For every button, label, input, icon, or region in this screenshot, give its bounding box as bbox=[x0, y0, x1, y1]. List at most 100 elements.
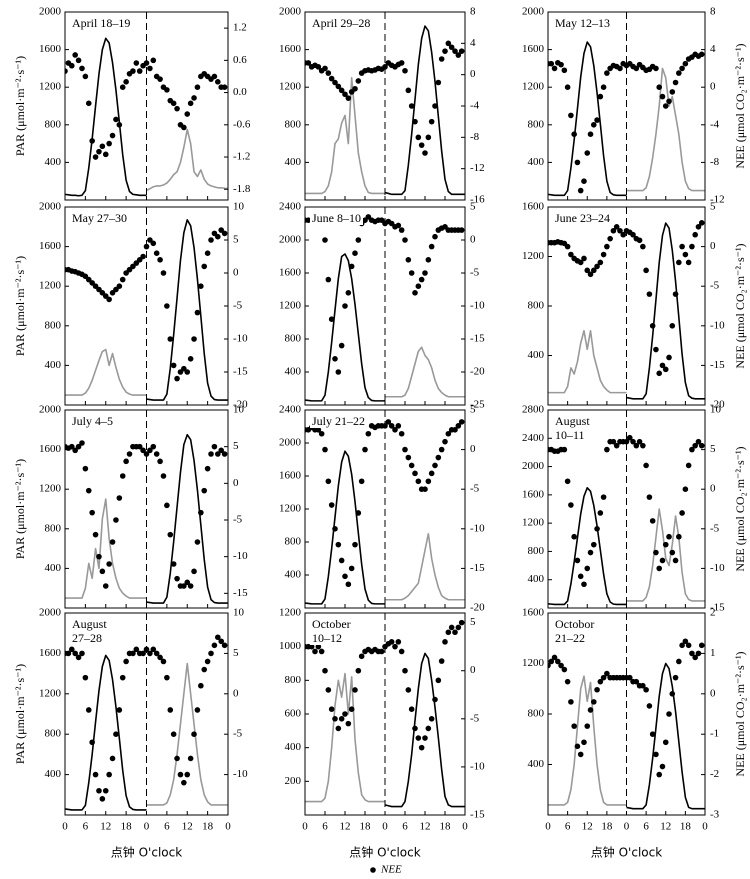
nee-point bbox=[355, 237, 362, 243]
nee-point bbox=[322, 237, 328, 243]
nee-point bbox=[348, 263, 355, 270]
nee-point bbox=[82, 674, 89, 681]
y2-tick-label: -5 bbox=[470, 712, 480, 724]
nee-point bbox=[613, 442, 620, 449]
nee-point bbox=[198, 509, 204, 516]
y-tick-label: 2000 bbox=[39, 404, 62, 416]
nee-point bbox=[415, 283, 422, 290]
nee-point bbox=[564, 478, 571, 485]
nee-point bbox=[626, 674, 633, 681]
panel-title: June 8–10 bbox=[310, 211, 363, 225]
nee-point bbox=[335, 83, 342, 90]
nee-point bbox=[345, 290, 352, 296]
nee-point bbox=[594, 686, 600, 693]
y-tick-label: 400 bbox=[45, 768, 62, 780]
panel-title: May 27–30 bbox=[70, 211, 129, 225]
panel: 400 800 1200 1600 2000 2400 2800 -15 -10 -5 0 5 10 NE… bbox=[522, 404, 747, 614]
nee-point bbox=[75, 654, 82, 661]
nee-point bbox=[218, 638, 225, 645]
nee-point bbox=[422, 486, 428, 493]
x-tick-label: 12 bbox=[582, 821, 593, 833]
x-tick-label: 6 bbox=[164, 821, 170, 833]
nee-point bbox=[116, 122, 123, 128]
nee-point bbox=[402, 67, 408, 74]
nee-point bbox=[89, 739, 95, 746]
nee-point bbox=[102, 583, 109, 589]
y-tick-label: 800 bbox=[45, 118, 62, 130]
nee-point bbox=[584, 723, 591, 729]
nee-point bbox=[388, 423, 395, 429]
nee-point bbox=[402, 667, 408, 674]
nee-point bbox=[335, 541, 342, 548]
y-tick-label: 1200 bbox=[39, 687, 62, 699]
nee-point bbox=[150, 57, 157, 64]
nee-point bbox=[215, 233, 221, 240]
nee-point bbox=[442, 48, 448, 54]
nee-point bbox=[695, 438, 702, 445]
y-tick-label: 800 bbox=[528, 300, 545, 312]
nee-point bbox=[140, 253, 146, 260]
nee-point bbox=[581, 739, 587, 746]
nee-point bbox=[160, 270, 167, 276]
y2-tick-label: 10 bbox=[233, 404, 245, 416]
nee-point bbox=[221, 84, 228, 90]
nee-point bbox=[147, 447, 153, 454]
nee-point bbox=[571, 723, 577, 729]
nee-point bbox=[428, 716, 435, 722]
nee-point bbox=[198, 283, 204, 290]
x-tick-label: 12 bbox=[182, 821, 193, 833]
plot-area bbox=[548, 41, 705, 197]
nee-point bbox=[617, 65, 623, 72]
nee-point bbox=[643, 462, 649, 469]
nee-point bbox=[119, 473, 126, 479]
nee-point bbox=[221, 642, 228, 649]
nee-point bbox=[604, 243, 610, 250]
nee-point bbox=[689, 650, 695, 657]
nee-point bbox=[113, 517, 119, 523]
nee-point bbox=[564, 678, 571, 685]
nee-point bbox=[577, 259, 584, 266]
nee-point bbox=[119, 84, 126, 90]
nee-point bbox=[194, 84, 201, 90]
nee-point bbox=[204, 465, 211, 472]
nee-point bbox=[600, 84, 607, 90]
nee-point bbox=[590, 699, 597, 705]
plot-area bbox=[65, 634, 228, 811]
nee-point bbox=[211, 443, 218, 450]
y2-tick-label: -20 bbox=[233, 399, 248, 411]
nee-point bbox=[581, 255, 587, 262]
panel-title: May 12–13 bbox=[553, 16, 612, 30]
nee-point bbox=[68, 62, 75, 69]
panel: 400 800 1200 1600 2000 -20 -15 -10 -5 0 5 10 PAR (μm… bbox=[13, 201, 248, 411]
y2-tick-label: 0 bbox=[233, 687, 239, 699]
nee-point bbox=[102, 151, 109, 158]
nee-point bbox=[689, 446, 695, 453]
y-tick-label: 1600 bbox=[522, 607, 545, 619]
nee-point bbox=[656, 565, 663, 572]
nee-point bbox=[458, 48, 465, 54]
nee-point bbox=[646, 494, 653, 500]
nee-point bbox=[133, 646, 140, 653]
nee-point bbox=[338, 342, 345, 349]
nee-point bbox=[328, 75, 335, 82]
nee-point bbox=[123, 658, 129, 665]
nee-point bbox=[548, 662, 551, 669]
nee-point bbox=[692, 442, 698, 449]
panel-title: August 27–28 bbox=[70, 617, 109, 645]
nee-point bbox=[692, 231, 698, 238]
y2-tick-label: -15 bbox=[233, 587, 248, 599]
nee-point bbox=[342, 573, 348, 580]
y-axis-label: PAR (μmol·m⁻²·s⁻¹) bbox=[13, 256, 27, 356]
par-line bbox=[548, 675, 627, 806]
x-tick-label: 0 bbox=[62, 821, 68, 833]
nee-point bbox=[659, 763, 666, 770]
nee-point bbox=[170, 100, 177, 107]
nee-point bbox=[620, 231, 627, 238]
nee-point bbox=[211, 73, 218, 80]
nee-point bbox=[418, 744, 425, 751]
nee-point bbox=[408, 270, 415, 276]
panel: 400 800 1200 1600 2000 2400 -25 -20 -15 -10 -5 0 5 bbox=[279, 201, 485, 411]
y-tick-label: 800 bbox=[528, 708, 545, 720]
nee-point bbox=[597, 93, 604, 100]
